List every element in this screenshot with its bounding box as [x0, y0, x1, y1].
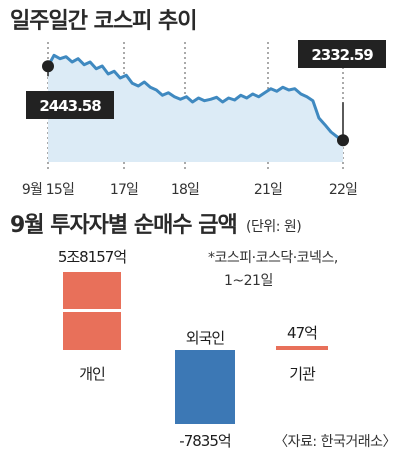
kospi-series-line [46, 53, 345, 142]
end-label-box [298, 40, 386, 68]
x-tick-label: 9월 15일 [22, 182, 74, 198]
bar-chart-note-line2: 1~21일 [224, 273, 273, 289]
category-label-individual: 개인 [79, 365, 105, 383]
line-x-labels: 9월 15일 17일 18일 21일 22일 [22, 182, 358, 198]
start-value-label: 2443.58 [39, 97, 101, 115]
bar-chart-source: 〈자료: 한국거래소〉 [274, 434, 396, 450]
bar-chart-title: 9월 투자자별 순매수 금액 [10, 213, 237, 238]
bar-individual-break [61, 309, 123, 312]
bar-chart-unit: (단위: 원) [246, 219, 301, 235]
category-label-institution: 기관 [289, 365, 316, 383]
line-chart-title: 일주일간 코스피 추이 [10, 9, 196, 34]
x-tick-label: 17일 [110, 182, 138, 198]
x-tick-label: 21일 [254, 182, 282, 198]
x-tick-label: 22일 [329, 182, 357, 198]
category-label-foreign: 외국인 [186, 329, 225, 347]
end-value-label: 2332.59 [311, 46, 373, 64]
line-markers: 2443.58 2332.59 [26, 40, 386, 147]
bar-foreign [175, 350, 235, 424]
bar-institution [276, 346, 328, 350]
kospi-area [48, 55, 343, 162]
value-label-foreign: -7835억 [179, 432, 230, 450]
value-label-individual: 5조8157억 [58, 248, 126, 266]
start-label-box [26, 91, 114, 119]
x-tick-label: 18일 [171, 182, 199, 198]
value-label-institution: 47억 [287, 324, 317, 342]
bar-chart-note-line1: *코스피·코스닥·코넥스, [208, 250, 338, 266]
